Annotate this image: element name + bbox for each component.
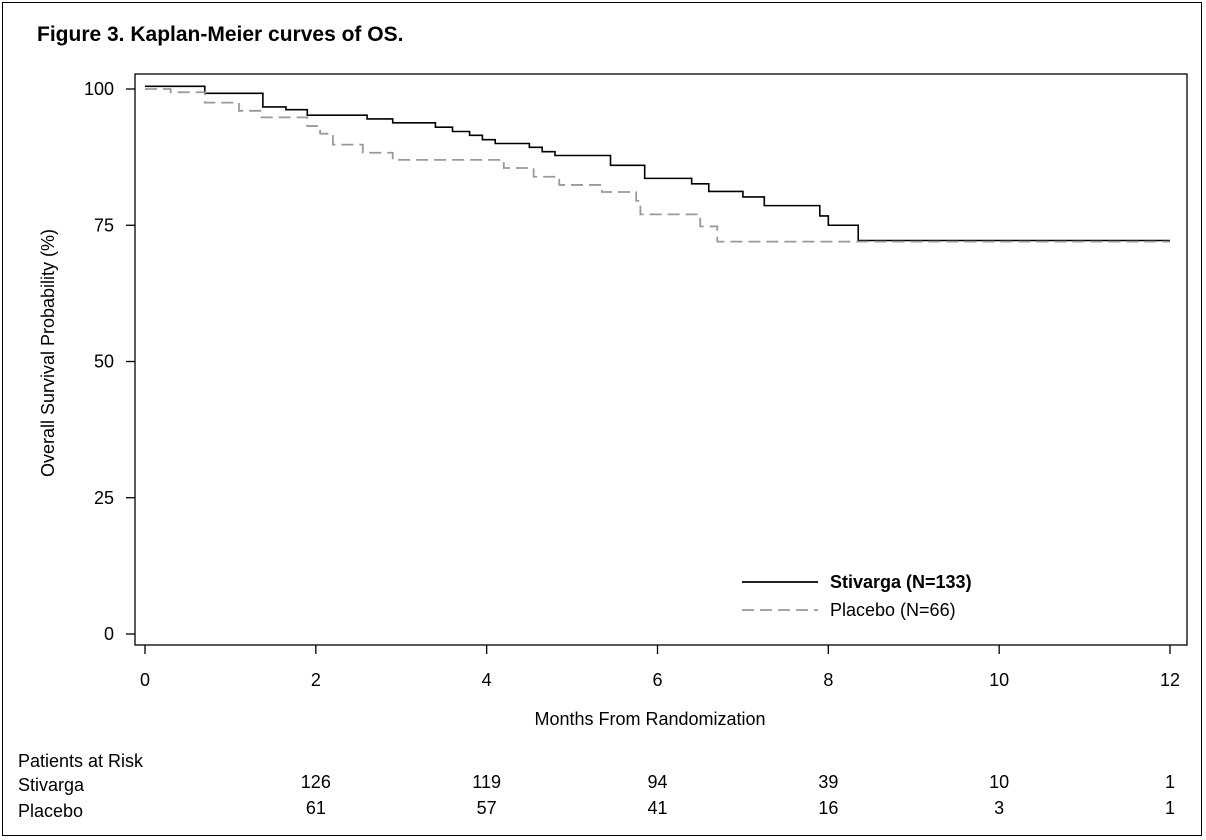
series-line-stivarga — [145, 85, 1170, 242]
y-tick-label: 25 — [94, 488, 114, 508]
at-risk-value: 1 — [1164, 798, 1175, 818]
at-risk-value: 94 — [647, 772, 668, 792]
x-tick-label: 0 — [140, 670, 150, 690]
y-tick-label: 75 — [94, 215, 114, 235]
at-risk-value: 3 — [994, 798, 1005, 818]
at-risk-value: 1 — [1164, 772, 1175, 792]
at-risk-value: 10 — [989, 772, 1010, 792]
at-risk-row-label: Placebo — [18, 801, 84, 821]
figure-title: Figure 3. Kaplan-Meier curves of OS. — [37, 23, 404, 46]
x-axis: 0 2 4 6 8 10 12 — [140, 645, 1180, 690]
y-tick-label: 0 — [104, 624, 114, 644]
at-risk-row-label: Stivarga — [18, 775, 85, 795]
at-risk-title: Patients at Risk — [18, 751, 144, 771]
at-risk-value: 39 — [818, 772, 839, 792]
y-tick-label: 50 — [94, 352, 114, 372]
legend: Stivarga (N=133) Placebo (N=66) — [742, 572, 972, 620]
y-axis: 100 75 50 25 0 — [84, 79, 135, 644]
x-tick-label: 8 — [823, 670, 833, 690]
y-axis-label: Overall Survival Probability (%) — [38, 229, 58, 477]
x-tick-label: 4 — [482, 670, 492, 690]
x-tick-label: 12 — [1160, 670, 1180, 690]
y-tick-label: 100 — [84, 79, 114, 99]
plot-area-border — [134, 73, 1188, 646]
x-axis-label: Months From Randomization — [534, 709, 765, 729]
at-risk-value: 119 — [472, 772, 501, 792]
x-tick-label: 6 — [652, 670, 662, 690]
at-risk-value: 61 — [305, 798, 326, 818]
at-risk-value: 57 — [476, 798, 497, 818]
at-risk-value: 16 — [818, 798, 839, 818]
x-tick-label: 2 — [311, 670, 321, 690]
at-risk-value: 41 — [647, 798, 668, 818]
legend-label: Placebo (N=66) — [830, 600, 956, 620]
x-tick-label: 10 — [989, 670, 1009, 690]
series-line-placebo — [145, 88, 1170, 243]
at-risk-value: 126 — [300, 772, 331, 792]
legend-label: Stivarga (N=133) — [830, 572, 972, 592]
survival-curves — [145, 85, 1170, 243]
